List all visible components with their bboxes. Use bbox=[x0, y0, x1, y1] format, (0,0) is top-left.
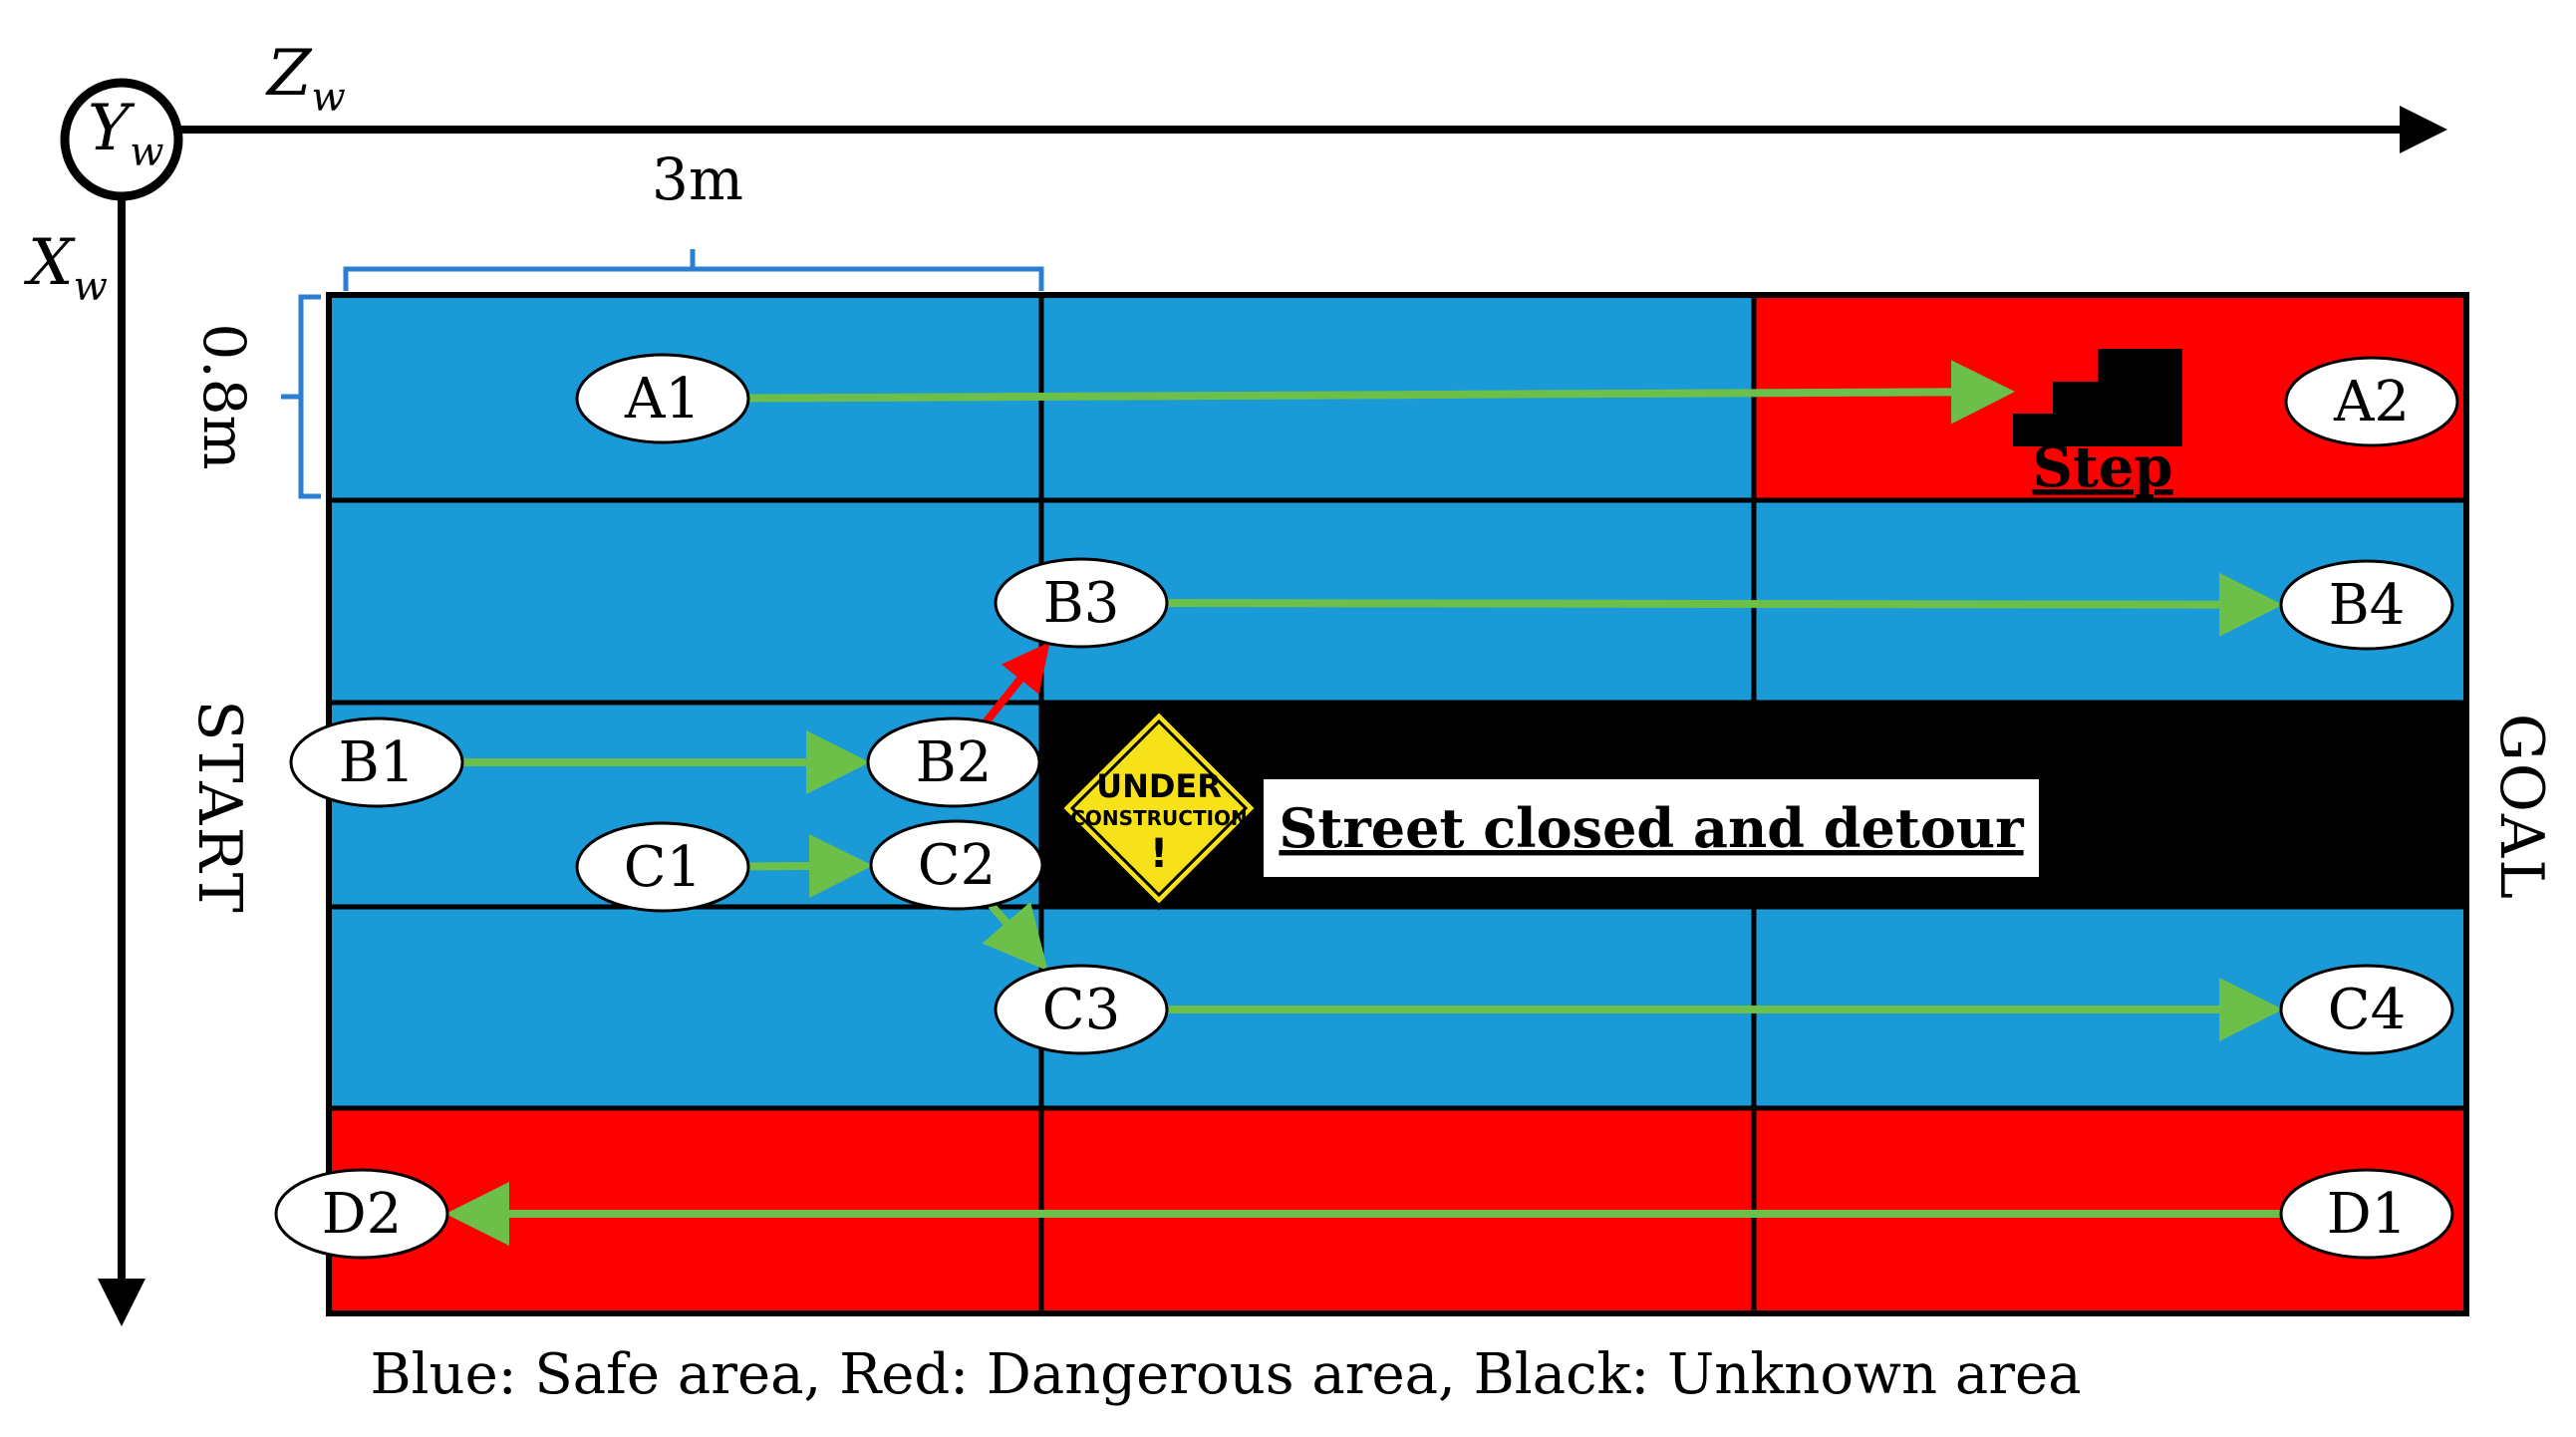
path-arrow-c2-c3 bbox=[982, 901, 1048, 972]
node-label: C1 bbox=[624, 835, 702, 900]
grid-cell-safe bbox=[326, 904, 1044, 1111]
node-ellipse bbox=[274, 1168, 449, 1260]
node-d1: D1 bbox=[2279, 1168, 2454, 1260]
node-label: D2 bbox=[322, 1182, 403, 1247]
node-ellipse bbox=[2279, 559, 2454, 651]
start-label: START bbox=[184, 700, 254, 914]
node-ellipse bbox=[994, 964, 1169, 1055]
sign-text-construction: CONSTRUCTION bbox=[1070, 806, 1248, 830]
node-c1: C1 bbox=[575, 821, 750, 913]
height-bracket bbox=[281, 294, 321, 499]
path-arrows bbox=[445, 360, 2284, 1246]
node-ellipse bbox=[289, 717, 464, 808]
node-c2: C2 bbox=[869, 819, 1044, 911]
street-closed-box bbox=[1264, 779, 2039, 877]
node-label: B2 bbox=[916, 730, 993, 795]
construction-sign: UNDER CONSTRUCTION ! bbox=[1056, 706, 1262, 911]
grid-cell-safe bbox=[326, 497, 1044, 706]
node-b3: B3 bbox=[994, 557, 1169, 649]
node-label: B3 bbox=[1043, 571, 1120, 636]
node-label: C4 bbox=[2328, 978, 2406, 1042]
path-arrow-c1-c2 bbox=[747, 834, 874, 899]
node-a2: A2 bbox=[2284, 356, 2459, 447]
step-label: Step bbox=[2032, 434, 2172, 500]
path-arrow-b2-b3 bbox=[983, 642, 1050, 724]
node-ellipse bbox=[575, 353, 750, 444]
node-ellipse bbox=[869, 819, 1044, 911]
x-axis-label: Xw bbox=[23, 226, 108, 310]
y-axis-label: Yw bbox=[88, 92, 164, 175]
node-c3: C3 bbox=[994, 964, 1169, 1055]
waypoint-nodes: A1 A2 B1 B2 B3 B4 C1 C2 C3 C4 D1 D2 bbox=[274, 353, 2459, 1260]
height-label: 0.8m bbox=[190, 323, 258, 469]
node-ellipse bbox=[2279, 964, 2454, 1055]
width-bracket bbox=[343, 249, 1044, 291]
goal-label: GOAL bbox=[2486, 714, 2556, 901]
node-ellipse bbox=[866, 717, 1041, 808]
world-axes: Yw Zw Xw bbox=[23, 37, 2447, 1326]
node-ellipse bbox=[2279, 1168, 2454, 1260]
node-ellipse bbox=[575, 821, 750, 913]
node-b4: B4 bbox=[2279, 559, 2454, 651]
node-c4: C4 bbox=[2279, 964, 2454, 1055]
node-label: B1 bbox=[339, 730, 416, 795]
node-ellipse bbox=[2284, 356, 2459, 447]
legend-caption: Blue: Safe area, Red: Dangerous area, Bl… bbox=[370, 1342, 2081, 1407]
sign-exclamation: ! bbox=[1150, 831, 1168, 877]
y-axis-origin-circle bbox=[60, 78, 183, 201]
step-obstacle: Step bbox=[2013, 349, 2182, 500]
street-closed-banner: Street closed and detour bbox=[1264, 779, 2039, 877]
street-closed-label: Street closed and detour bbox=[1279, 796, 2024, 860]
step-icon bbox=[2013, 349, 2182, 446]
node-label: C2 bbox=[918, 833, 996, 898]
node-label: A2 bbox=[2333, 370, 2410, 434]
path-arrow-b3-b4 bbox=[1166, 572, 2284, 637]
warning-sign-icon bbox=[1056, 706, 1262, 911]
node-b1: B1 bbox=[289, 717, 464, 808]
grid-outline bbox=[326, 292, 2469, 1316]
node-label: D1 bbox=[2327, 1182, 2408, 1247]
node-label: A1 bbox=[624, 367, 701, 431]
path-arrow-a1-step bbox=[747, 360, 2016, 425]
dimension-markers: 3m 0.8m bbox=[190, 145, 1044, 499]
node-ellipse bbox=[994, 557, 1169, 649]
node-label: C3 bbox=[1042, 978, 1120, 1042]
sign-text-under: UNDER bbox=[1096, 767, 1222, 805]
width-label: 3m bbox=[652, 145, 743, 213]
node-a1: A1 bbox=[575, 353, 750, 444]
node-d2: D2 bbox=[274, 1168, 449, 1260]
node-label: B4 bbox=[2329, 573, 2406, 638]
node-b2: B2 bbox=[866, 717, 1041, 808]
z-axis-label: Zw bbox=[265, 37, 346, 121]
